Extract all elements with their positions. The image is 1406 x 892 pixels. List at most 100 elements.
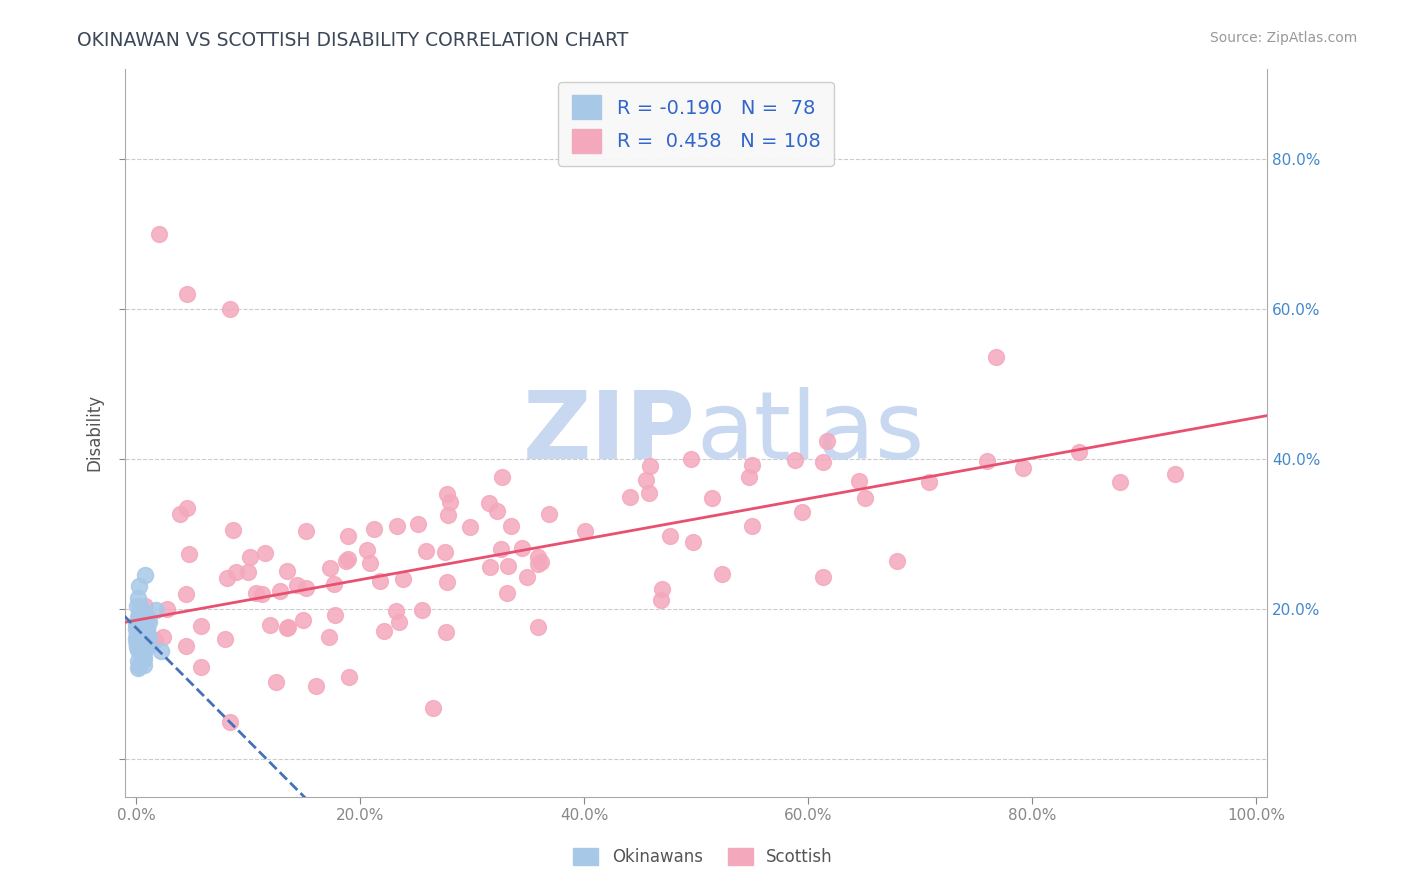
Point: [651, 582, 673, 596]
Point: [174, 587, 197, 601]
Point: [128, 607, 150, 621]
Point: [406, 516, 429, 531]
Point: [128, 634, 150, 648]
Point: [127, 617, 149, 632]
Point: [679, 452, 702, 467]
Point: [638, 459, 661, 474]
Point: [422, 701, 444, 715]
Point: [125, 599, 148, 614]
Point: [392, 573, 415, 587]
Point: [134, 632, 156, 646]
Point: [527, 557, 550, 571]
Point: [682, 535, 704, 549]
Point: [134, 625, 156, 640]
Point: [128, 658, 150, 673]
Point: [738, 469, 761, 483]
Point: [266, 674, 288, 689]
Point: [638, 485, 661, 500]
Point: [636, 473, 658, 487]
Point: [138, 630, 160, 644]
Point: [138, 615, 160, 630]
Point: [225, 565, 247, 579]
Point: [131, 605, 153, 619]
Point: [129, 639, 152, 653]
Point: [176, 500, 198, 515]
Point: [125, 622, 148, 636]
Point: [219, 714, 242, 729]
Point: [129, 599, 152, 614]
Point: [710, 566, 733, 581]
Point: [125, 629, 148, 643]
Point: [135, 626, 157, 640]
Point: [132, 657, 155, 672]
Point: [433, 545, 456, 559]
Point: [485, 503, 508, 517]
Point: [335, 554, 357, 568]
Point: [373, 624, 395, 638]
Point: [135, 620, 157, 634]
Text: Source: ZipAtlas.com: Source: ZipAtlas.com: [1209, 31, 1357, 45]
Point: [478, 496, 501, 510]
Point: [363, 522, 385, 536]
Point: [359, 556, 381, 570]
Point: [129, 642, 152, 657]
Point: [138, 638, 160, 652]
Point: [127, 634, 149, 648]
Point: [129, 599, 152, 614]
Point: [135, 617, 157, 632]
Text: ZIP: ZIP: [523, 386, 696, 479]
Point: [368, 574, 391, 588]
Point: [136, 611, 159, 625]
Point: [127, 642, 149, 657]
Point: [125, 628, 148, 642]
Point: [125, 637, 148, 651]
Point: [510, 541, 533, 555]
Point: [574, 524, 596, 539]
Point: [323, 576, 346, 591]
Point: [516, 570, 538, 584]
Point: [125, 617, 148, 632]
Point: [128, 624, 150, 638]
Point: [496, 586, 519, 600]
Point: [125, 632, 148, 646]
Point: [131, 636, 153, 650]
Text: atlas: atlas: [696, 386, 924, 479]
Point: [259, 618, 281, 632]
Point: [848, 474, 870, 488]
Point: [179, 548, 201, 562]
Point: [319, 560, 342, 574]
Point: [458, 520, 481, 534]
Point: [619, 491, 641, 505]
Point: [323, 608, 346, 623]
Point: [1067, 445, 1090, 459]
Point: [127, 654, 149, 668]
Point: [135, 638, 157, 652]
Point: [918, 475, 941, 490]
Point: [127, 591, 149, 605]
Point: [489, 541, 512, 556]
Point: [1109, 475, 1132, 490]
Point: [148, 227, 170, 241]
Point: [127, 660, 149, 674]
Point: [134, 652, 156, 666]
Point: [527, 550, 550, 565]
Point: [134, 568, 156, 582]
Legend: R = -0.190   N =  78, R =  0.458   N = 108: R = -0.190 N = 78, R = 0.458 N = 108: [558, 82, 834, 166]
Point: [131, 641, 153, 656]
Point: [384, 604, 406, 618]
Point: [491, 470, 513, 484]
Point: [215, 571, 238, 585]
Point: [659, 529, 682, 543]
Point: [250, 587, 273, 601]
Point: [149, 643, 172, 657]
Point: [526, 620, 548, 634]
Point: [125, 639, 148, 653]
Point: [356, 543, 378, 558]
Point: [741, 458, 763, 472]
Point: [318, 631, 340, 645]
Point: [125, 617, 148, 632]
Point: [156, 601, 179, 615]
Point: [128, 622, 150, 636]
Point: [269, 584, 291, 599]
Point: [134, 633, 156, 648]
